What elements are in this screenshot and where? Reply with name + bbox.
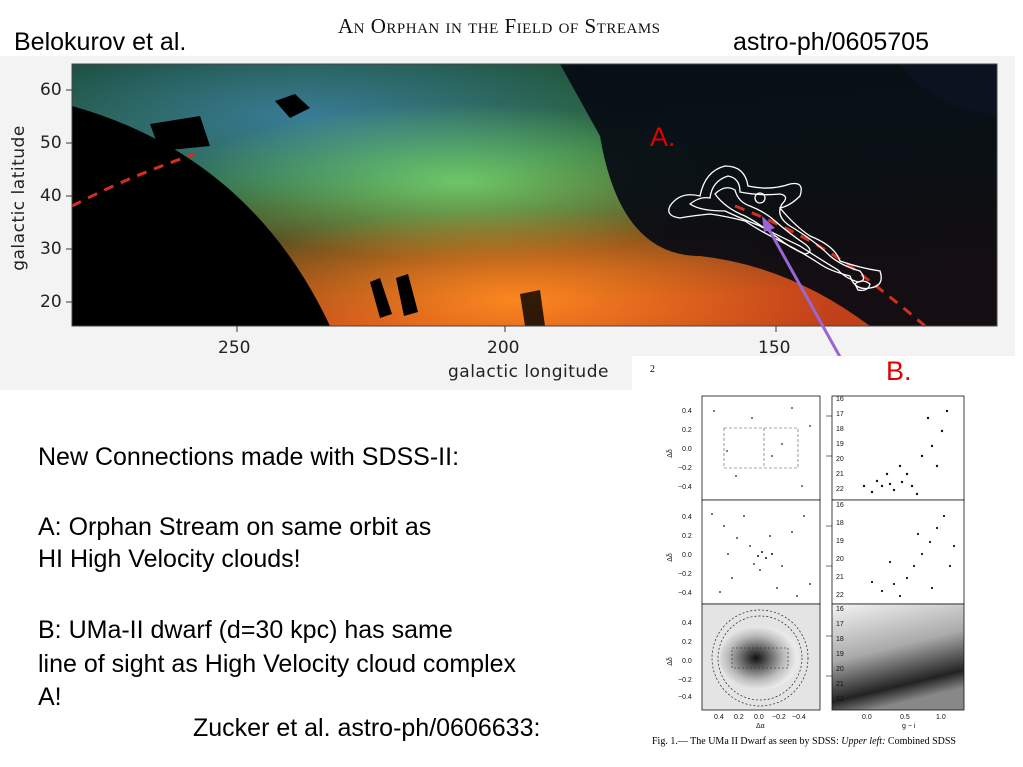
fig-right-y-tick: 17 bbox=[836, 411, 844, 418]
fig-left-y-tick: 0.2 bbox=[682, 533, 692, 540]
fig-right-x-tick: 1.0 bbox=[936, 714, 946, 721]
point-b-line2: line of sight as High Velocity cloud com… bbox=[38, 650, 517, 678]
fig-left-y-tick: −0.2 bbox=[678, 571, 692, 578]
fig-left-y-tick: −0.2 bbox=[678, 677, 692, 684]
fig-left-x-tick: −0.2 bbox=[772, 714, 786, 721]
summary-heading: New Connections made with SDSS-II: bbox=[38, 443, 460, 471]
fig-right-x-label: g − i bbox=[902, 723, 916, 730]
fig-right-y-tick: 18 bbox=[836, 520, 844, 527]
author-header: Belokurov et al. bbox=[14, 28, 187, 56]
fig-right-y-tick: 19 bbox=[836, 538, 844, 545]
fig-left-y-tick: −0.4 bbox=[678, 484, 692, 491]
point-b-line1: B: UMa-II dwarf (d=30 kpc) has same bbox=[38, 616, 453, 644]
fig-left-x-tick: −0.4 bbox=[792, 714, 806, 721]
fig-right-x-tick: 0.0 bbox=[862, 714, 872, 721]
point-a-line1: A: Orphan Stream on same orbit as bbox=[38, 513, 432, 541]
y-tick-label: 20 bbox=[40, 292, 62, 312]
fig-right-y-tick: 21 bbox=[836, 471, 844, 478]
fig-left-y-tick: 0.0 bbox=[682, 446, 692, 453]
fig-left-y-tick: −0.2 bbox=[678, 465, 692, 472]
point-a-line2: HI High Velocity clouds! bbox=[38, 545, 301, 573]
fig-left-y-tick: −0.4 bbox=[678, 590, 692, 597]
fig-left-y-tick: −0.4 bbox=[678, 694, 692, 701]
fig-right-y-tick: 19 bbox=[836, 441, 844, 448]
figure-caption: Fig. 1.— The UMa II Dwarf as seen by SDS… bbox=[652, 736, 956, 747]
uma2-figure: 2 B. bbox=[632, 356, 1017, 762]
y-tick-label: 40 bbox=[40, 186, 62, 206]
fig-left-y-label: Δδ bbox=[666, 449, 674, 458]
fig-left-y-tick: 0.4 bbox=[682, 514, 692, 521]
caption-italic: Upper left: bbox=[841, 736, 886, 747]
arxiv-id-header: astro-ph/0605705 bbox=[733, 28, 929, 56]
label-b: B. bbox=[886, 356, 912, 386]
fig-left-y-tick: 0.2 bbox=[682, 639, 692, 646]
fig-right-y-tick: 16 bbox=[836, 396, 844, 403]
fig-right-y-tick: 20 bbox=[836, 456, 844, 463]
point-b-line3: A! bbox=[38, 683, 62, 711]
fig-left-y-tick: 0.0 bbox=[682, 552, 692, 559]
y-tick-label: 60 bbox=[40, 80, 62, 100]
fig-right-x-tick: 0.5 bbox=[900, 714, 910, 721]
x-axis-label: galactic longitude bbox=[448, 362, 609, 382]
fig-right-y-tick: 20 bbox=[836, 666, 844, 673]
uma2-plots bbox=[701, 395, 965, 711]
fig-right-y-tick: 16 bbox=[836, 606, 844, 613]
sky-map-panel: 60 50 40 30 20 galactic latitude 250 200… bbox=[0, 56, 1015, 390]
fig-left-y-tick: 0.4 bbox=[682, 408, 692, 415]
fig-right-y-tick: 22 bbox=[836, 486, 844, 493]
fig-right-y-tick: 21 bbox=[836, 574, 844, 581]
fig-left-y-tick: 0.4 bbox=[682, 620, 692, 627]
fig-right-y-tick: 16 bbox=[836, 502, 844, 509]
citation: Zucker et al. astro-ph/0606633: bbox=[193, 714, 541, 742]
fig-left-x-tick: 0.0 bbox=[754, 714, 764, 721]
caption-prefix: Fig. 1.— The UMa II Dwarf as seen by SDS… bbox=[652, 736, 839, 747]
y-tick-label: 50 bbox=[40, 133, 62, 153]
x-tick-label: 250 bbox=[218, 338, 251, 358]
label-a: A. bbox=[650, 122, 676, 152]
fig-left-y-label: Δδ bbox=[666, 553, 674, 562]
fig-right-y-tick: 22 bbox=[836, 592, 844, 599]
fig-right-y-tick: 21 bbox=[836, 681, 844, 688]
fig-left-x-tick: 0.2 bbox=[734, 714, 744, 721]
fig-right-y-tick: 18 bbox=[836, 636, 844, 643]
figure-page-number: 2 bbox=[650, 364, 655, 375]
fig-right-y-tick: 18 bbox=[836, 426, 844, 433]
x-tick-label: 200 bbox=[487, 338, 520, 358]
fig-right-y-tick: 20 bbox=[836, 556, 844, 563]
fig-left-y-label: Δδ bbox=[666, 657, 674, 666]
fig-right-y-tick: 19 bbox=[836, 651, 844, 658]
x-tick-label: 150 bbox=[758, 338, 791, 358]
fig-right-y-tick: 17 bbox=[836, 621, 844, 628]
fig-left-x-label: Δα bbox=[756, 723, 765, 730]
y-axis-label: galactic latitude bbox=[9, 125, 29, 271]
fig-left-y-tick: 0.2 bbox=[682, 427, 692, 434]
caption-suffix: Combined SDSS bbox=[887, 736, 956, 747]
image-title: An Orphan in the Field of Streams bbox=[338, 14, 661, 38]
fig-right-y-tick: 22 bbox=[836, 696, 844, 703]
y-tick-label: 30 bbox=[40, 239, 62, 259]
fig-left-y-tick: 0.0 bbox=[682, 658, 692, 665]
fig-left-x-tick: 0.4 bbox=[714, 714, 724, 721]
